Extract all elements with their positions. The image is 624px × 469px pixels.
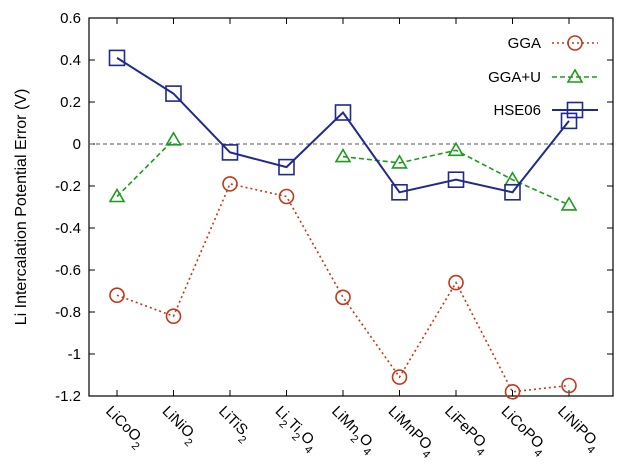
- data-point-gga: [391, 369, 408, 385]
- data-point-gga: [165, 308, 182, 325]
- y-tick-label: 0.4: [60, 52, 81, 69]
- legend: GGA GGA+U HSE06: [488, 35, 598, 119]
- data-point-gga: [109, 287, 125, 304]
- data-point-gga-u: [334, 148, 352, 163]
- x-tick-label: LiTiS2: [212, 403, 256, 447]
- data-point-gga: [561, 377, 577, 394]
- data-point-hse06: [504, 184, 521, 201]
- data-point-hse06: [560, 112, 578, 130]
- x-tick-label: LiNiO2: [155, 403, 201, 449]
- y-tick-label: -1.2: [55, 388, 81, 405]
- data-point-hse06: [165, 85, 182, 102]
- data-point-gga-u: [165, 131, 182, 146]
- y-tick-label: -0.4: [55, 220, 81, 237]
- series-line-gga-u: [116, 139, 175, 198]
- series-gga: [109, 176, 577, 400]
- legend-marker-gga: [567, 35, 583, 51]
- data-point-hse06: [278, 158, 295, 176]
- series-gga-u: [108, 131, 578, 211]
- y-axis-title: Li Intercalation Potential Error (V): [13, 89, 30, 326]
- series-hse06: [108, 49, 578, 201]
- data-point-gga: [222, 176, 238, 192]
- series-layer: [108, 49, 578, 400]
- data-point-gga-u: [560, 196, 578, 211]
- y-tick-label: -0.2: [55, 178, 81, 195]
- x-tick-label: Li2Ti2O4: [268, 403, 322, 457]
- legend-marker-hse06: [566, 101, 584, 119]
- data-point-gga: [278, 188, 295, 205]
- y-axis: 0.6 0.4 0.2 0 -0.2 -0.4 -0.6 -0.8 -1 -1.2: [55, 10, 613, 405]
- legend-marker-gga-u: [566, 68, 584, 83]
- y-tick-label: -0.8: [55, 304, 81, 321]
- data-point-hse06: [391, 184, 408, 201]
- legend-label-gga: GGA: [508, 35, 541, 52]
- data-point-gga-u: [108, 187, 126, 203]
- data-point-hse06: [221, 144, 239, 161]
- legend-label-hse06: HSE06: [493, 102, 541, 119]
- data-point-gga: [504, 383, 521, 400]
- y-tick-label: 0.6: [60, 10, 81, 27]
- y-tick-label: -0.6: [55, 262, 81, 279]
- x-tick-label: LiMn2O4: [325, 403, 380, 458]
- series-line-hse06: [116, 57, 570, 194]
- legend-label-gga-u: GGA+U: [488, 69, 541, 86]
- y-tick-label: -1: [68, 346, 81, 363]
- x-tick-label: LiMnPO4: [381, 403, 439, 461]
- x-tick-label: LiNiPO4: [551, 403, 604, 456]
- data-point-gga: [335, 289, 351, 306]
- series-line-gga-u: [342, 149, 570, 206]
- plot-area: [88, 17, 614, 397]
- x-tick-label: LiCoPO4: [494, 403, 551, 460]
- y-tick-label: 0.2: [60, 94, 81, 111]
- y-tick-label: 0: [73, 136, 81, 153]
- x-tick-label: LiFePO4: [438, 403, 494, 459]
- data-point-hse06: [334, 104, 352, 121]
- data-point-hse06: [108, 49, 126, 67]
- data-point-gga-u: [391, 154, 408, 169]
- data-point-gga-u: [447, 141, 465, 157]
- x-tick-label: LiCoO2: [99, 403, 149, 453]
- data-point-gga: [448, 274, 464, 291]
- data-point-hse06: [447, 171, 465, 188]
